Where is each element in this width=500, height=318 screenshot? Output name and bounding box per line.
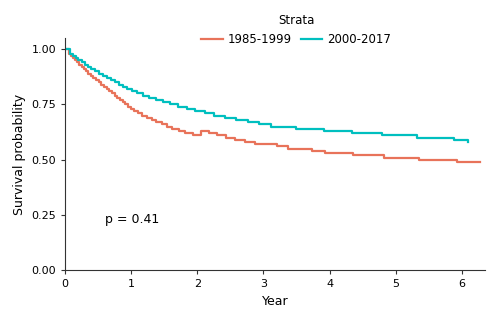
2000-2017 xyxy=(232,118,238,122)
2000-2017 xyxy=(268,125,274,128)
2000-2017 xyxy=(202,111,207,115)
2000-2017 xyxy=(72,56,78,60)
1985-1999 xyxy=(182,131,188,135)
2000-2017 xyxy=(124,87,130,91)
2000-2017 xyxy=(100,74,106,78)
2000-2017 xyxy=(92,69,98,73)
2000-2017 xyxy=(349,131,355,135)
2000-2017 xyxy=(129,89,135,93)
1985-1999 xyxy=(101,85,107,89)
2000-2017 xyxy=(146,96,152,100)
1985-1999 xyxy=(74,60,80,64)
Legend: 1985-1999, 2000-2017: 1985-1999, 2000-2017 xyxy=(202,14,390,46)
2000-2017 xyxy=(414,136,420,140)
2000-2017 xyxy=(212,114,218,117)
2000-2017 xyxy=(244,120,250,124)
2000-2017 xyxy=(280,125,286,128)
2000-2017 xyxy=(466,140,471,144)
2000-2017 xyxy=(96,72,102,75)
2000-2017 xyxy=(364,131,370,135)
2000-2017 xyxy=(192,109,198,113)
2000-2017 xyxy=(62,47,68,51)
2000-2017 xyxy=(256,122,262,126)
2000-2017 xyxy=(184,107,190,111)
2000-2017 xyxy=(432,136,438,140)
2000-2017 xyxy=(88,67,94,71)
Text: p = 0.41: p = 0.41 xyxy=(104,213,159,226)
2000-2017 xyxy=(380,134,386,137)
2000-2017 xyxy=(104,76,110,80)
Line: 2000-2017: 2000-2017 xyxy=(65,49,468,142)
2000-2017 xyxy=(70,54,76,58)
2000-2017 xyxy=(294,127,300,131)
2000-2017 xyxy=(140,94,146,98)
1985-1999 xyxy=(144,116,150,120)
Line: 1985-1999: 1985-1999 xyxy=(65,49,480,162)
1985-1999 xyxy=(454,160,460,164)
2000-2017 xyxy=(85,65,91,69)
2000-2017 xyxy=(334,129,340,133)
2000-2017 xyxy=(175,105,181,109)
1985-1999 xyxy=(62,47,68,51)
2000-2017 xyxy=(320,129,326,133)
2000-2017 xyxy=(306,127,312,131)
2000-2017 xyxy=(78,60,84,64)
2000-2017 xyxy=(82,63,88,66)
1985-1999 xyxy=(90,76,96,80)
2000-2017 xyxy=(68,52,73,56)
2000-2017 xyxy=(451,138,457,142)
1985-1999 xyxy=(350,153,356,157)
2000-2017 xyxy=(120,85,126,89)
2000-2017 xyxy=(152,98,158,102)
2000-2017 xyxy=(116,83,122,86)
2000-2017 xyxy=(167,103,173,107)
2000-2017 xyxy=(396,134,402,137)
2000-2017 xyxy=(222,116,228,120)
2000-2017 xyxy=(108,78,114,82)
2000-2017 xyxy=(160,100,166,104)
X-axis label: Year: Year xyxy=(262,295,288,308)
Y-axis label: Survival probability: Survival probability xyxy=(12,94,26,215)
2000-2017 xyxy=(112,80,118,84)
1985-1999 xyxy=(478,160,484,164)
2000-2017 xyxy=(134,92,140,95)
2000-2017 xyxy=(75,59,81,62)
